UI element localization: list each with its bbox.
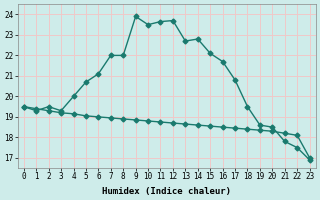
X-axis label: Humidex (Indice chaleur): Humidex (Indice chaleur) [102, 187, 231, 196]
